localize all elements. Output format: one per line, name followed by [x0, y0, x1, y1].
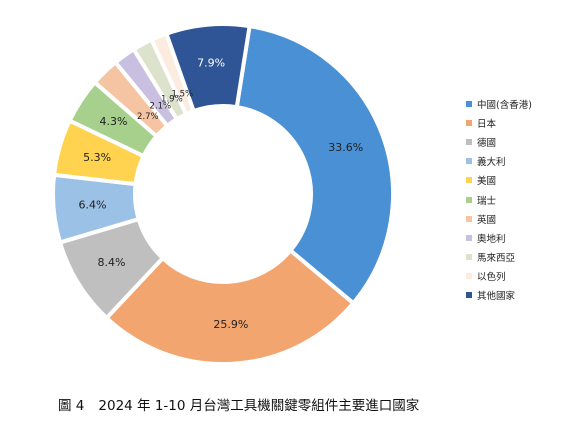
legend-label: 義大利: [477, 157, 506, 169]
legend-item: 馬來西亞: [466, 248, 532, 267]
legend-swatch: [466, 234, 472, 241]
legend-swatch: [466, 292, 472, 299]
legend-item: 中國(含香港): [466, 94, 532, 113]
legend-swatch: [466, 138, 472, 145]
legend-swatch: [466, 273, 472, 280]
legend-swatch: [466, 119, 472, 126]
legend-label: 其他國家: [477, 291, 516, 303]
legend-item: 美國: [466, 171, 532, 190]
legend-item: 日本: [466, 113, 532, 132]
legend-item: 其他國家: [466, 286, 532, 305]
legend-item: 德國: [466, 132, 532, 151]
legend-item: 義大利: [466, 152, 532, 171]
legend-swatch: [466, 177, 472, 184]
figure-caption: 圖 4 2024 年 1-10 月台灣工具機關鍵零組件主要進口國家: [58, 394, 419, 414]
caption-text: 2024 年 1-10 月台灣工具機關鍵零組件主要進口國家: [98, 398, 420, 414]
legend-label: 中國(含香港): [477, 99, 532, 111]
legend-label: 英國: [477, 214, 497, 226]
donut-slice-2: [103, 247, 357, 366]
legend-label: 德國: [477, 137, 497, 149]
legend-item: 以色列: [466, 267, 532, 286]
legend-label: 日本: [477, 118, 497, 130]
legend: 中國(含香港) 日本德國義大利美國瑞士英國奧地利馬來西亞以色列其他國家: [466, 94, 532, 305]
legend-swatch: [466, 254, 472, 261]
data-label-9: 1.9%: [161, 94, 183, 104]
legend-item: 英國: [466, 209, 532, 228]
donut-chart: 33.6% 25.9% 8.4% 6.4% 5.3% 4.3% 2.7%2.1%1.9%1.…: [51, 22, 395, 366]
legend-item: 瑞士: [466, 190, 532, 209]
slices-layer: [51, 22, 395, 366]
data-label-2: 25.9%: [213, 318, 248, 331]
data-label-6: 4.3%: [100, 115, 128, 128]
data-label-11: 7.9%: [197, 57, 225, 70]
data-label-3: 8.4%: [98, 256, 126, 269]
legend-label: 美國: [477, 176, 497, 188]
figure-number: 圖 4: [58, 398, 85, 414]
data-label-5: 5.3%: [83, 151, 111, 164]
data-labels-layer: 33.6% 25.9% 8.4% 6.4% 5.3% 4.3% 2.7%2.1%1.9%1.…: [79, 57, 364, 331]
legend-swatch: [466, 215, 472, 222]
legend-label: 奧地利: [477, 233, 506, 245]
data-label-7: 2.7%: [137, 112, 159, 122]
legend-label: 馬來西亞: [477, 253, 516, 265]
legend-swatch: [466, 158, 472, 165]
donut-slice-11: [163, 22, 252, 114]
donut-slice-1: [234, 23, 395, 307]
legend-swatch: [466, 196, 472, 203]
legend-label: 瑞士: [477, 195, 497, 207]
data-label-8: 2.1%: [150, 102, 172, 112]
legend-label: 以色列: [477, 272, 506, 284]
legend-swatch: [466, 100, 472, 107]
data-label-1: 33.6%: [328, 141, 363, 154]
data-label-10: 1.5%: [171, 89, 193, 99]
legend-item: 奧地利: [466, 228, 532, 247]
data-label-4: 6.4%: [79, 199, 107, 212]
